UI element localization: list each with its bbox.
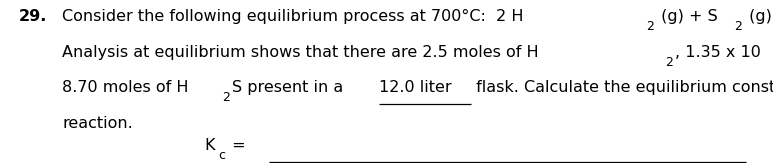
Text: reaction.: reaction.: [63, 116, 133, 131]
Text: K: K: [205, 138, 215, 153]
Text: 2: 2: [646, 20, 654, 33]
Text: 2: 2: [734, 20, 742, 33]
Text: 2: 2: [665, 55, 673, 68]
Text: S present in a: S present in a: [232, 80, 349, 95]
Text: 2: 2: [222, 91, 230, 104]
Text: =: =: [226, 138, 246, 153]
Text: Analysis at equilibrium shows that there are 2.5 moles of H: Analysis at equilibrium shows that there…: [63, 45, 539, 60]
Text: (g) + S: (g) + S: [656, 9, 717, 24]
Text: (g) ⇔ 2 H: (g) ⇔ 2 H: [744, 9, 773, 24]
Text: 8.70 moles of H: 8.70 moles of H: [63, 80, 189, 95]
Text: 12.0 liter: 12.0 liter: [380, 80, 452, 95]
Text: flask. Calculate the equilibrium constant K: flask. Calculate the equilibrium constan…: [472, 80, 773, 95]
Text: 29.: 29.: [19, 9, 47, 24]
Text: , 1.35 x 10: , 1.35 x 10: [675, 45, 761, 60]
Text: Consider the following equilibrium process at 700°C:  2 H: Consider the following equilibrium proce…: [63, 9, 524, 24]
Text: c: c: [218, 149, 225, 162]
